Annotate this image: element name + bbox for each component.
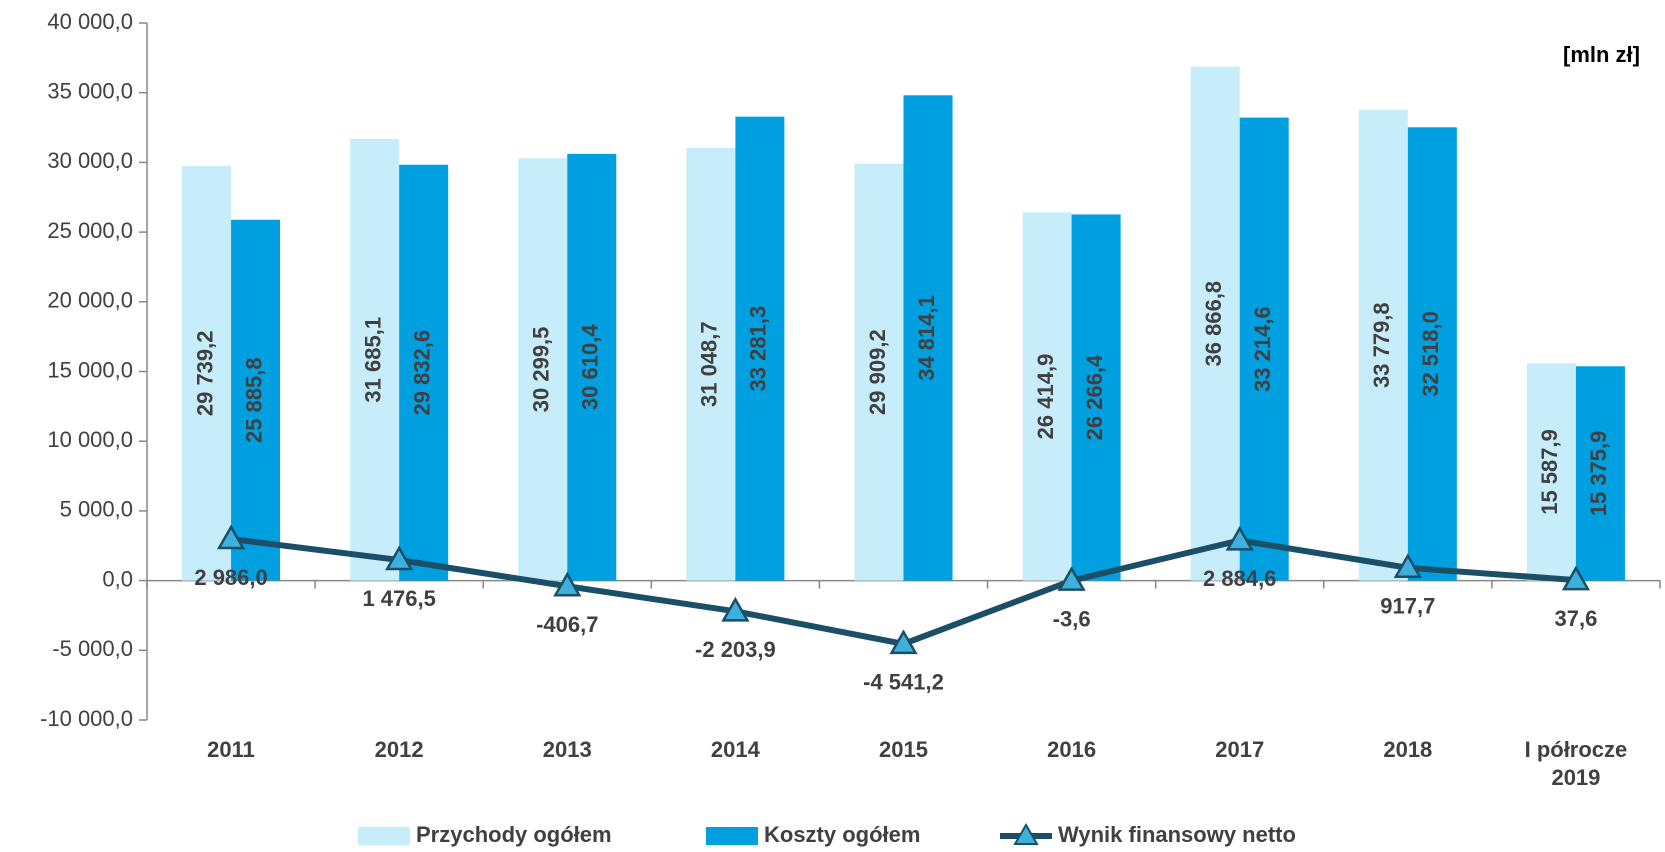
- bar-value-label: 34 814,1: [914, 295, 939, 381]
- line-marker: [889, 629, 918, 655]
- bar: [231, 219, 281, 581]
- bar-value-label: 15 375,9: [1586, 431, 1611, 517]
- line-marker: [1225, 525, 1254, 551]
- bar-value-label: 32 518,0: [1418, 311, 1443, 397]
- bar: [903, 95, 953, 581]
- y-tick-label: 5 000,0: [60, 497, 133, 522]
- legend-swatch: [358, 827, 410, 845]
- legend-marker: [1013, 823, 1039, 845]
- x-tick-label: I półrocze 2019: [1524, 737, 1628, 790]
- x-tick-label: 2012: [374, 737, 424, 762]
- bar: [1526, 363, 1576, 581]
- bar: [1407, 127, 1457, 581]
- bar: [1358, 109, 1408, 581]
- bar: [854, 163, 904, 581]
- bar: [735, 116, 785, 581]
- y-tick-label: 25 000,0: [47, 218, 133, 243]
- y-tick-label: 10 000,0: [47, 427, 133, 452]
- y-tick-label: 30 000,0: [47, 148, 133, 173]
- line-marker: [1393, 553, 1422, 579]
- bar: [399, 164, 449, 581]
- y-tick-label: 15 000,0: [47, 357, 133, 382]
- x-tick-label: 2011: [207, 737, 255, 762]
- legend-label: Przychody ogółem: [416, 822, 612, 847]
- bar: [686, 147, 736, 581]
- x-tick-label: 2018: [1383, 737, 1433, 762]
- y-tick-label: -5 000,0: [52, 636, 133, 661]
- x-tick-label: 2015: [879, 737, 928, 762]
- bar: [1575, 366, 1625, 581]
- bar-value-label: 26 414,9: [1033, 354, 1058, 440]
- line-marker: [721, 596, 750, 622]
- bar-value-label: 36 866,8: [1201, 281, 1226, 367]
- bar: [518, 158, 568, 581]
- bar: [1071, 214, 1121, 581]
- y-tick-label: -10 000,0: [40, 706, 133, 731]
- bar-value-label: 29 909,2: [865, 329, 890, 415]
- bar-value-label: 25 885,8: [241, 357, 266, 443]
- bar: [182, 166, 232, 581]
- bar-value-label: 33 214,6: [1250, 306, 1275, 392]
- bar: [567, 153, 617, 581]
- line-marker: [216, 524, 246, 550]
- line-marker: [1057, 566, 1086, 591]
- bar-value-label: 31 048,7: [697, 321, 722, 407]
- line-value-label: 1 476,5: [362, 586, 435, 611]
- bar: [1190, 66, 1240, 581]
- x-tick-label: 2016: [1047, 737, 1097, 762]
- bar: [350, 138, 400, 581]
- x-tick-label: 2014: [710, 737, 760, 762]
- y-tick-label: 35 000,0: [47, 79, 133, 104]
- bar-value-label: 29 739,2: [192, 330, 217, 416]
- bar: [1022, 212, 1072, 581]
- bar-value-label: 30 299,5: [529, 327, 554, 413]
- line-marker: [1561, 565, 1591, 591]
- line-value-label: -2 203,9: [695, 637, 776, 662]
- line-value-label: 2 986,0: [194, 565, 267, 590]
- bar-value-label: 29 832,6: [409, 330, 434, 416]
- legend-swatch: [706, 827, 758, 845]
- y-tick-label: 40 000,0: [47, 9, 133, 34]
- legend-label: Koszty ogółem: [764, 822, 920, 847]
- line-value-label: 917,7: [1380, 594, 1435, 619]
- bar-value-label: 33 779,8: [1369, 302, 1394, 388]
- line-value-label: -406,7: [536, 612, 598, 637]
- line-value-label: 2 884,6: [1203, 566, 1276, 591]
- line-value-label: -3,6: [1053, 606, 1091, 631]
- bar-value-label: 31 685,1: [360, 317, 385, 403]
- legend-label: Wynik finansowy netto: [1058, 822, 1296, 847]
- bar-value-label: 33 281,3: [746, 306, 771, 392]
- y-tick-label: 20 000,0: [47, 288, 133, 313]
- bar-value-label: 15 587,9: [1537, 429, 1562, 515]
- line-value-label: -4 541,2: [863, 670, 944, 695]
- x-tick-label: 2013: [542, 737, 592, 762]
- x-tick-label: 2017: [1215, 737, 1265, 762]
- unit-annotation: [mln zł]: [1563, 42, 1640, 67]
- bar-value-label: 30 610,4: [578, 324, 603, 410]
- line-marker: [385, 545, 414, 571]
- bar: [1239, 117, 1289, 581]
- bar-value-label: 26 266,4: [1082, 354, 1107, 440]
- line-value-label: 37,6: [1555, 606, 1598, 631]
- y-tick-label: 0,0: [102, 566, 133, 591]
- line-marker: [553, 571, 582, 597]
